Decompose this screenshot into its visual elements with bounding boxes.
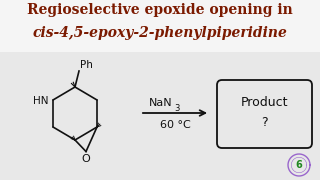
FancyBboxPatch shape (217, 80, 312, 148)
Text: O: O (82, 154, 90, 163)
Text: HN: HN (34, 96, 49, 106)
Text: cis-4,5-epoxy-2-phenylpiperidine: cis-4,5-epoxy-2-phenylpiperidine (33, 26, 287, 40)
Text: Regioselective epoxide opening in: Regioselective epoxide opening in (27, 3, 293, 17)
Text: 6: 6 (296, 160, 302, 170)
FancyBboxPatch shape (0, 0, 320, 52)
Text: 60 °C: 60 °C (160, 120, 190, 130)
Text: Product: Product (241, 96, 288, 109)
Text: Ph: Ph (80, 60, 93, 70)
Text: ?: ? (261, 116, 268, 129)
Text: NaN: NaN (149, 98, 173, 108)
Text: 3: 3 (174, 104, 180, 113)
